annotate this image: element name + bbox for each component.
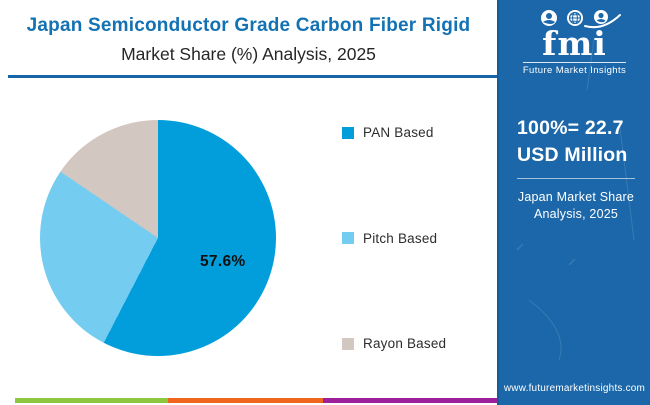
pie-chart: 57.6%: [40, 120, 276, 356]
header: Japan Semiconductor Grade Carbon Fiber R…: [0, 0, 497, 66]
page-title: Japan Semiconductor Grade Carbon Fiber R…: [26, 15, 471, 36]
legend-swatch-icon: [342, 232, 354, 244]
legend-item: PAN Based: [342, 125, 446, 140]
legend-swatch-icon: [342, 337, 354, 350]
page-subtitle: Market Share (%) Analysis, 2025: [121, 44, 376, 64]
legend-item: Pitch Based: [342, 231, 446, 246]
sidebar-texture: [516, 39, 635, 361]
legend-label: Rayon Based: [363, 336, 447, 351]
sidebar-subtitle-line2: Analysis, 2025: [533, 207, 619, 221]
sidebar-stats: 100%= 22.7 USD Million Japan Market Shar…: [517, 115, 635, 223]
website-url: www.futuremarketinsights.com: [503, 383, 646, 394]
logo-tagline: Future Market Insights: [522, 62, 627, 76]
fmi-logo: fmi Future Market Insights: [499, 9, 650, 78]
footer-stripe-purple: [323, 398, 497, 403]
person-icon: [540, 10, 557, 26]
person-globe-icon: [583, 10, 621, 29]
footer-stripe-green: [15, 398, 168, 403]
legend-swatch-icon: [342, 126, 354, 139]
legend-item: Rayon Based: [342, 336, 446, 351]
sidebar-divider: [517, 178, 635, 179]
total-value-line1: 100%= 22.7: [517, 117, 624, 139]
pie-slice-value-label: 57.6%: [200, 253, 246, 270]
total-value-line2: USD Million: [517, 144, 628, 166]
legend: PAN Based Pitch Based Rayon Based: [342, 125, 446, 351]
logo-icons: [540, 10, 621, 29]
logo-wordmark: fmi: [542, 24, 607, 63]
globe-icon: [566, 10, 583, 26]
sidebar-subtitle-line1: Japan Market Share: [517, 190, 635, 204]
footer-stripe-orange: [168, 398, 323, 403]
sidebar: fmi Future Market Insights 100%= 22.7 US…: [497, 0, 650, 405]
title-divider: [8, 75, 497, 78]
legend-label: PAN Based: [363, 125, 434, 140]
legend-label: Pitch Based: [363, 230, 438, 246]
